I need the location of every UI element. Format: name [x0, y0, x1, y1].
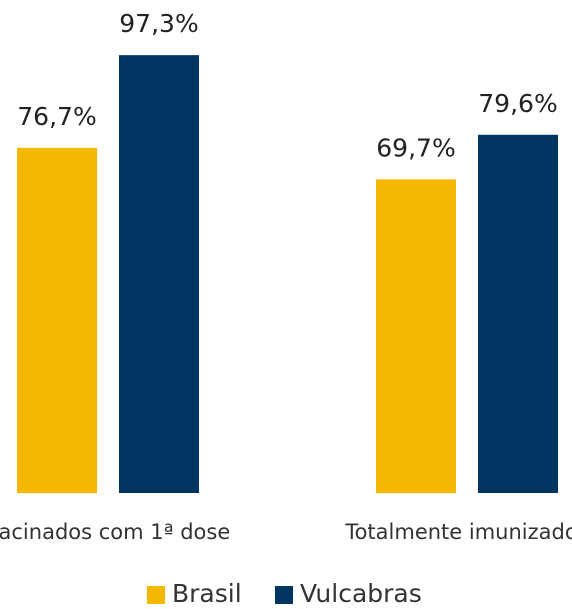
legend-label: Brasil	[172, 579, 242, 608]
data-label: 97,3%	[119, 9, 198, 38]
data-label: 69,7%	[376, 133, 455, 162]
x-tick-label: Vacinados com 1ª dose	[0, 520, 230, 544]
x-tick-label: Totalmente imunizados	[344, 520, 572, 544]
bar	[119, 55, 199, 494]
bar	[17, 147, 97, 493]
data-label: 76,7%	[17, 102, 96, 131]
legend-label: Vulcabras	[300, 579, 422, 608]
bar	[478, 134, 558, 494]
legend-swatch	[275, 586, 293, 604]
bar	[376, 179, 456, 493]
legend-swatch	[147, 586, 165, 604]
data-label: 79,6%	[478, 89, 557, 118]
